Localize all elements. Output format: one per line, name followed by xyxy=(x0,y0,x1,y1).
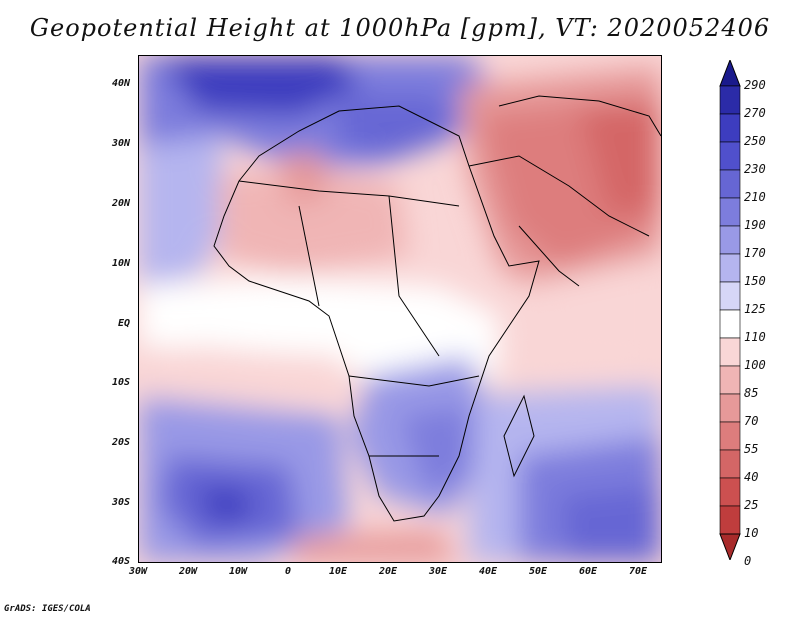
lat-label-30s: 30S xyxy=(111,497,130,508)
map-panel xyxy=(138,55,662,563)
colorbar-label: 85 xyxy=(744,386,759,400)
lat-label-20n: 20N xyxy=(111,198,130,209)
colorbar-segment xyxy=(719,505,741,535)
colorbar-label: 100 xyxy=(744,358,766,372)
lon-label-40e: 40E xyxy=(478,566,498,577)
colorbar-label: 170 xyxy=(744,246,766,260)
colorbar-label: 230 xyxy=(744,162,766,176)
colorbar-label: 125 xyxy=(744,302,766,316)
lon-label-30w: 30W xyxy=(128,566,148,577)
lon-label-70e: 70E xyxy=(628,566,648,577)
lon-label-50e: 50E xyxy=(528,566,548,577)
map-title: Geopotential Height at 1000hPa [gpm], VT… xyxy=(29,14,771,42)
colorbar-segment xyxy=(719,281,741,311)
lat-label-40n: 40N xyxy=(111,78,130,89)
colorbar-label: 55 xyxy=(744,442,759,456)
colorbar-label: 25 xyxy=(744,498,759,512)
colorbar-label: 270 xyxy=(744,106,766,120)
lat-label-40s: 40S xyxy=(111,556,130,567)
grads-credit: GrADS: IGES/COLA xyxy=(4,604,91,614)
lon-label-10w: 10W xyxy=(228,566,248,577)
lon-label-60e: 60E xyxy=(578,566,598,577)
lon-label-0: 0 xyxy=(284,566,292,577)
colorbar-label: 10 xyxy=(744,526,759,540)
colorbar-segment xyxy=(719,169,741,199)
colorbar-segment xyxy=(719,337,741,367)
colorbar-bottom-arrow xyxy=(719,533,741,560)
colorbar-segment xyxy=(719,225,741,255)
lon-label-20w: 20W xyxy=(178,566,198,577)
colorbar-label: 250 xyxy=(744,134,766,148)
colorbar-segment xyxy=(719,365,741,395)
coastlines xyxy=(213,95,661,522)
lon-label-10e: 10E xyxy=(328,566,348,577)
colorbar-segment xyxy=(719,85,741,115)
colorbar-label: 0 xyxy=(744,554,752,568)
lat-label-20s: 20S xyxy=(111,437,130,448)
lon-label-30e: 30E xyxy=(428,566,448,577)
colorbar-segment xyxy=(719,477,741,507)
lat-label-10n: 10N xyxy=(111,258,130,269)
colorbar-segment xyxy=(719,393,741,423)
colorbar-segment xyxy=(719,309,741,339)
colorbar-label: 210 xyxy=(744,190,766,204)
colorbar-segment xyxy=(719,253,741,283)
colorbar-segment xyxy=(719,449,741,479)
colorbar-label: 110 xyxy=(744,330,766,344)
lon-label-20e: 20E xyxy=(378,566,398,577)
field-contours xyxy=(139,56,661,562)
colorbar-label: 290 xyxy=(744,78,766,92)
colorbar-label: 190 xyxy=(744,218,766,232)
colorbar xyxy=(719,60,741,560)
geopotential-field xyxy=(139,56,661,562)
colorbar-label: 150 xyxy=(744,274,766,288)
colorbar-label: 70 xyxy=(744,414,759,428)
lat-label-10s: 10S xyxy=(111,377,130,388)
colorbar-segment xyxy=(719,197,741,227)
lat-label-eq: EQ xyxy=(117,318,130,329)
lat-label-30n: 30N xyxy=(111,138,130,149)
colorbar-segment xyxy=(719,421,741,451)
colorbar-segment xyxy=(719,141,741,171)
colorbar-top-arrow xyxy=(719,60,741,87)
colorbar-segment xyxy=(719,113,741,143)
colorbar-label: 40 xyxy=(744,470,759,484)
